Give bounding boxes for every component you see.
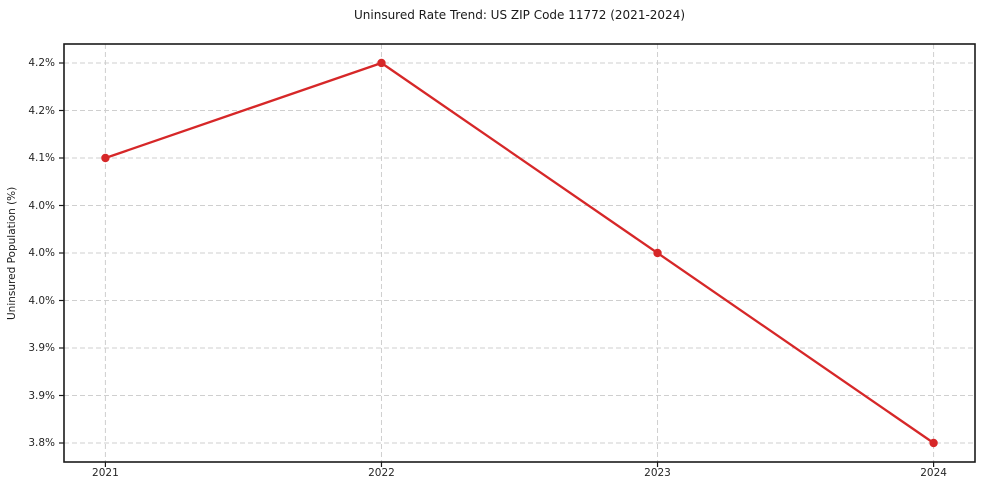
x-tick-label: 2023 [644, 467, 671, 479]
y-tick-label: 3.8% [28, 437, 55, 449]
chart-title: Uninsured Rate Trend: US ZIP Code 11772 … [353, 8, 686, 22]
data-point-2024 [929, 438, 938, 448]
x-tick-label: 2021 [92, 467, 119, 479]
x-tick-label: 2022 [368, 467, 395, 479]
y-tick-label: 3.9% [28, 389, 55, 402]
uninsured-rate-line [104, 61, 935, 445]
y-tick-label: 4.1% [28, 152, 55, 164]
y-tick-label: 4.0% [28, 294, 55, 307]
data-point-2022 [377, 58, 386, 68]
data-point-2023 [653, 248, 662, 258]
y-tick-label: 4.2% [28, 104, 55, 117]
data-point-2021 [101, 153, 110, 163]
y-tick-label: 3.9% [28, 342, 55, 354]
y-tick-label: 4.2% [28, 57, 55, 69]
x-tick-label: 2024 [920, 467, 947, 479]
plot-border [63, 43, 976, 463]
y-tick-label: 4.0% [28, 199, 55, 212]
y-tick-label: 4.0% [28, 247, 55, 259]
